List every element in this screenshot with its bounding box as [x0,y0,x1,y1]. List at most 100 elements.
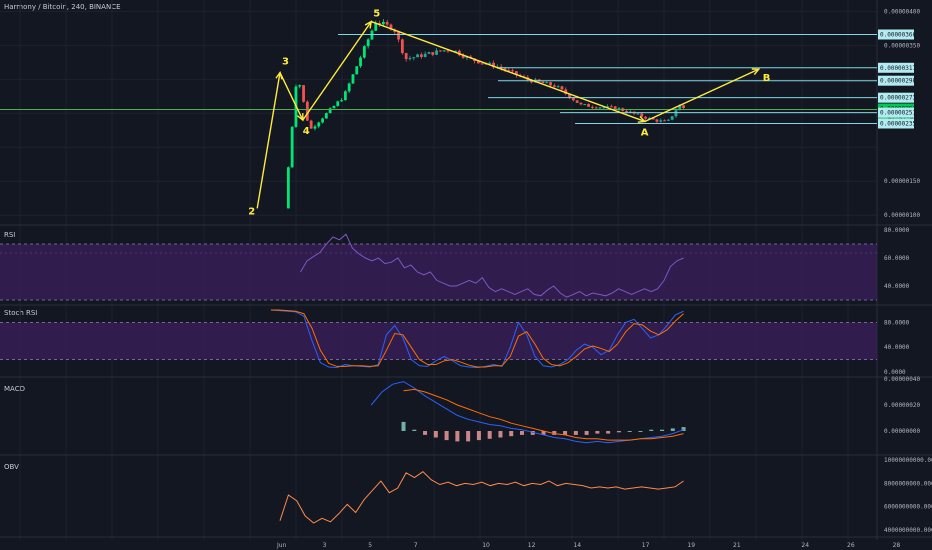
price-candle [598,107,602,109]
macd-axis-tick: 0.00000000 [884,428,921,435]
stoch-d-line [270,309,684,368]
macd-histogram-bar [573,431,578,435]
macd-pane-title: MACD [4,385,25,393]
price-candle [682,105,685,108]
macd-histogram-bar [670,428,675,431]
x-axis-label: 5 [368,542,372,549]
wave-label: 5 [373,9,380,20]
macd-histogram-bar [660,429,665,431]
price-candle [355,66,359,75]
wave-label: 2 [248,206,255,217]
macd-histogram-bar [487,431,492,439]
price-candle [625,111,628,113]
price-candle [678,105,682,111]
price-candle [606,106,609,108]
rsi-pane-title: RSI [4,231,16,239]
price-candle [370,30,374,40]
price-candle [389,24,393,30]
price-candle [457,50,461,56]
price-candle [461,55,465,58]
stoch-pane-title: Stoch RSI [4,309,38,317]
macd-histogram-bar [595,431,600,434]
macd-axis-tick: 0.00000040 [884,376,921,383]
price-level-box [878,75,914,86]
macd-axis-tick: 0.00000020 [884,402,921,409]
price-candle [492,62,495,68]
wave-arrowhead [296,113,304,122]
obv-pane-title: OBV [4,463,19,471]
price-candle [385,21,389,25]
price-candle [647,117,651,119]
price-candle [336,101,340,106]
price-candle [427,52,431,54]
price-candle [286,167,290,209]
macd-histogram-bar [552,431,557,435]
price-candle [659,120,663,122]
price-candle [670,116,674,120]
macd-histogram-bar [423,431,428,435]
price-candle [328,108,332,114]
macd-histogram-bar [530,431,535,435]
price-level-label: 0.00000298 [880,78,917,85]
macd-histogram-bar [563,431,568,435]
x-axis-label: 26 [847,542,855,549]
price-candle [446,50,450,52]
price-level-box [878,62,914,73]
symbol-title: Harmony / Bitcoin, 240, BINANCE [4,3,121,11]
macd-histogram-bar [498,431,503,438]
price-candle [579,102,583,105]
price-candle [613,106,617,110]
price-axis-tick: 0.00000150 [884,178,921,185]
price-candle [324,113,328,119]
x-axis-label: 3 [323,542,327,549]
price-candle [556,86,560,88]
price-candle [640,113,644,117]
indicator-axis-tick: 80.0000 [884,319,910,326]
price-level-label: 0.00000366 [880,31,917,38]
rsi-line [300,233,684,298]
macd-histogram-bar [455,431,460,442]
price-candle [575,100,579,103]
macd-signal-line [403,388,684,441]
x-axis-label: 14 [573,542,581,549]
price-candle [313,126,317,129]
price-candle [480,63,484,65]
price-candle [454,50,457,52]
macd-histogram-bar [606,431,611,434]
macd-histogram-bar [649,429,654,431]
price-candle [317,122,321,127]
indicator-band [0,322,877,360]
x-axis-label: 12 [528,542,536,549]
price-candle [290,126,294,168]
price-candle [644,116,647,119]
price-level-box [878,107,914,118]
indicator-axis-tick: 40.0000 [884,344,910,351]
price-candle [343,91,347,101]
wave-arrowhead [751,68,761,75]
price-candle [381,21,385,25]
wave-label: 3 [282,57,289,68]
price-candle [347,83,351,92]
price-level-box [878,29,914,40]
price-candle [674,110,678,117]
x-axis-label: 17 [642,542,650,549]
price-candle [423,53,427,57]
price-candle [404,53,408,60]
price-level-label: 0.00000273 [880,95,917,102]
macd-histogram-bar [638,431,643,432]
price-candle [552,85,556,87]
x-axis-label: Jun [276,542,287,549]
price-candle [594,107,598,109]
wave-arrowhead [364,20,373,29]
wave-segment [644,68,760,123]
price-candle [332,105,336,109]
price-candle [397,31,400,40]
price-candle [366,39,370,47]
price-level-box [878,118,914,129]
price-axis-tick: 0.00000400 [884,8,921,15]
obv-line [279,471,684,524]
price-axis-tick: 0.00000100 [884,212,921,219]
price-axis-tick: 0.00000350 [884,42,921,49]
indicator-band [0,244,877,300]
